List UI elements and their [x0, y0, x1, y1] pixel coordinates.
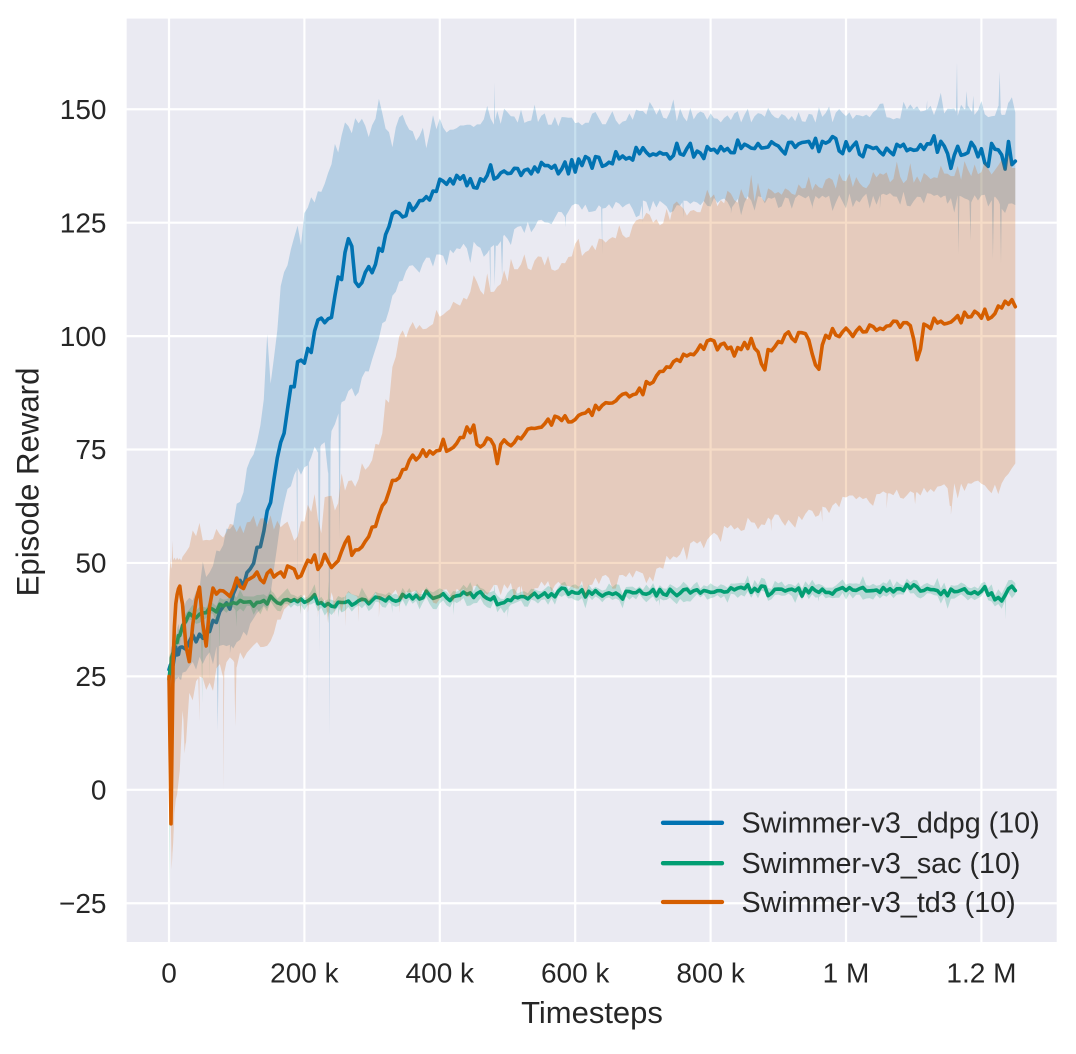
svg-text:Episode Reward: Episode Reward — [11, 368, 46, 597]
svg-text:0: 0 — [91, 775, 107, 806]
svg-text:600 k: 600 k — [541, 958, 610, 989]
svg-text:1.2 M: 1.2 M — [946, 958, 1016, 989]
svg-text:Timesteps: Timesteps — [521, 995, 663, 1030]
svg-text:Swimmer-v3_td3 (10): Swimmer-v3_td3 (10) — [742, 887, 1016, 919]
svg-text:Swimmer-v3_ddpg (10): Swimmer-v3_ddpg (10) — [742, 808, 1040, 840]
svg-text:25: 25 — [75, 661, 106, 692]
svg-text:0: 0 — [161, 958, 177, 989]
svg-text:200 k: 200 k — [270, 958, 339, 989]
svg-text:50: 50 — [75, 548, 106, 579]
svg-text:400 k: 400 k — [406, 958, 475, 989]
svg-text:Swimmer-v3_sac (10): Swimmer-v3_sac (10) — [742, 848, 1021, 880]
svg-text:−25: −25 — [59, 888, 107, 919]
svg-text:100: 100 — [60, 321, 107, 352]
svg-text:75: 75 — [75, 434, 106, 465]
svg-text:800 k: 800 k — [676, 958, 745, 989]
svg-text:1 M: 1 M — [823, 958, 870, 989]
svg-text:125: 125 — [60, 207, 107, 238]
svg-text:150: 150 — [60, 94, 107, 125]
